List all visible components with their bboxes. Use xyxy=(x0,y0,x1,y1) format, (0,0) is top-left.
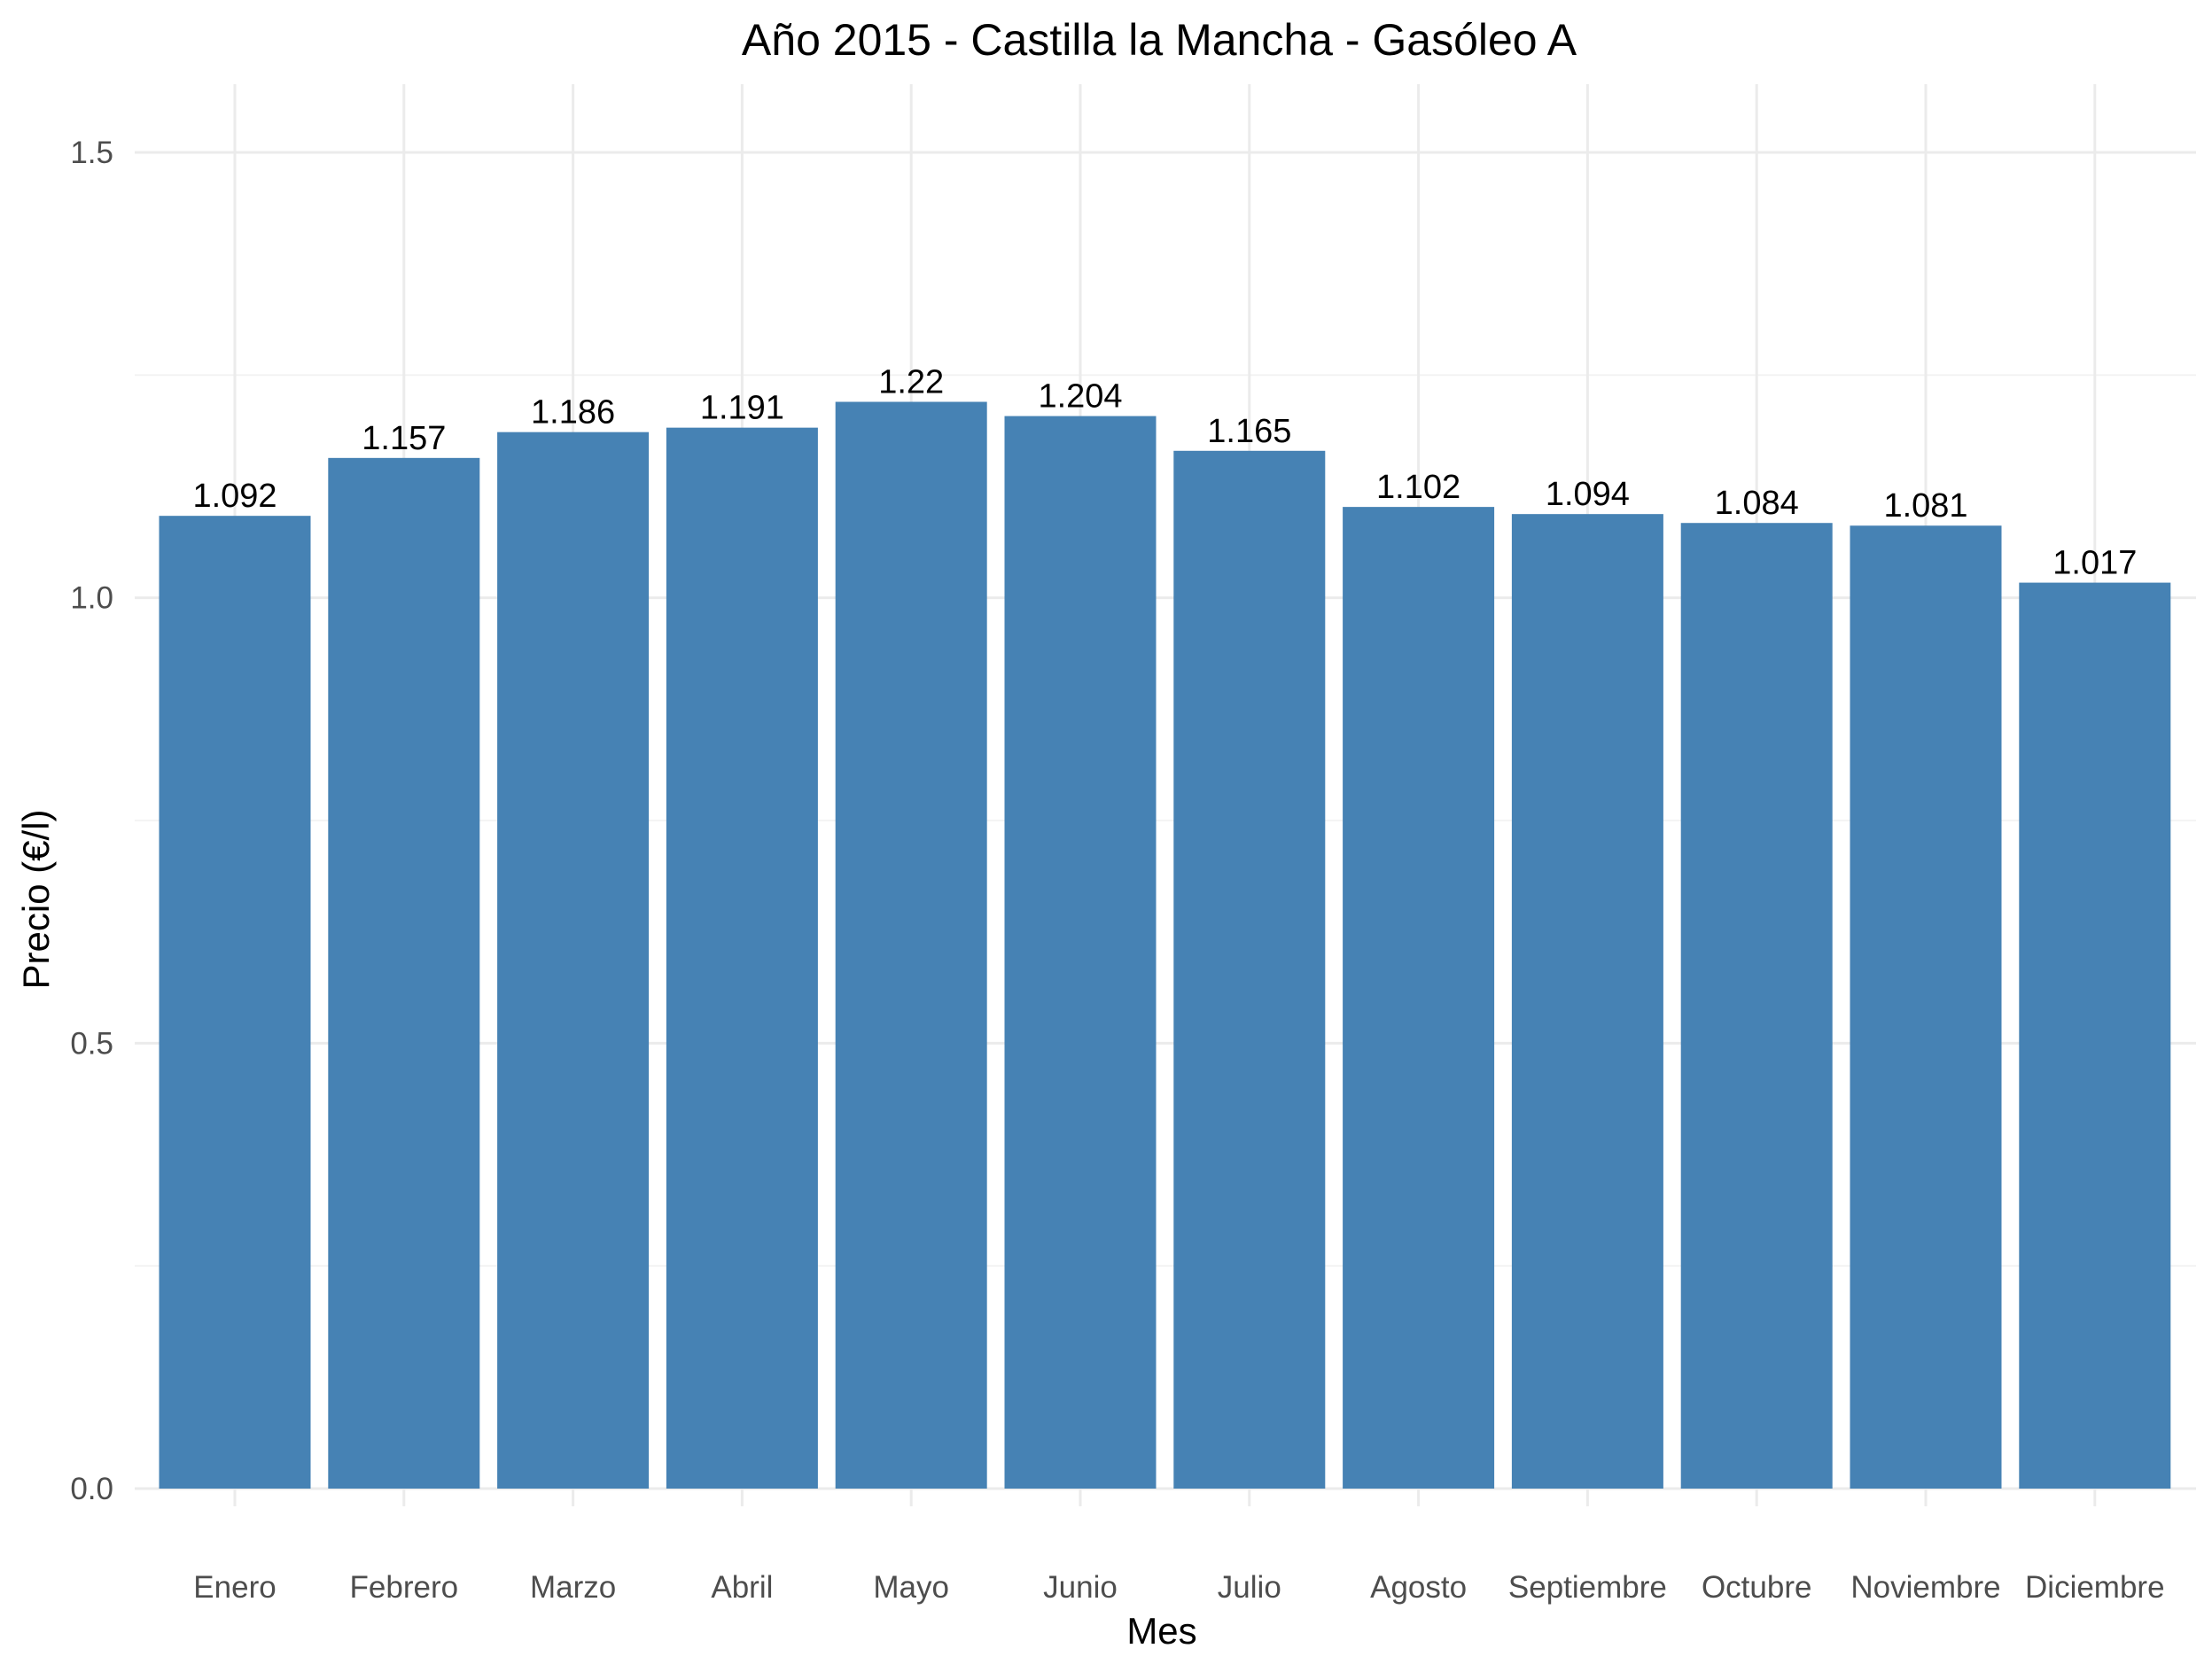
bars xyxy=(159,401,2171,1489)
y-axis-ticks: 0.0 0.5 1.0 1.5 xyxy=(70,136,113,1506)
y-tick-label: 0.5 xyxy=(70,1026,113,1061)
x-tick-label: Junio xyxy=(1043,1570,1118,1605)
x-tick-label: Octubre xyxy=(1702,1570,1812,1605)
x-tick-label: Noviembre xyxy=(1850,1570,2000,1605)
x-axis-title: Mes xyxy=(1126,1610,1196,1652)
y-tick-label: 1.0 xyxy=(70,581,113,616)
bar xyxy=(1343,507,1495,1489)
x-tick-label: Septiembre xyxy=(1508,1570,1667,1605)
y-tick-label: 0.0 xyxy=(70,1472,113,1506)
bar xyxy=(666,427,818,1489)
bar xyxy=(159,516,311,1489)
x-tick-label: Agosto xyxy=(1370,1570,1467,1605)
bar-value-label: 1.157 xyxy=(362,420,446,457)
y-axis-title: Precio (€/l) xyxy=(15,809,57,989)
x-tick-label: Julio xyxy=(1218,1570,1281,1605)
x-tick-label: Mayo xyxy=(873,1570,949,1605)
bar-value-label: 1.102 xyxy=(1376,469,1460,506)
bar xyxy=(1850,525,2002,1489)
bar xyxy=(1680,523,1833,1489)
bar xyxy=(497,432,650,1489)
bar xyxy=(2019,582,2171,1489)
bar xyxy=(835,401,987,1489)
bar-value-label: 1.092 xyxy=(192,478,276,515)
bar-value-label: 1.186 xyxy=(531,394,615,432)
bar xyxy=(328,457,480,1489)
y-tick-label: 1.5 xyxy=(70,136,113,170)
bar-value-label: 1.017 xyxy=(2052,545,2137,582)
bar-value-label: 1.084 xyxy=(1715,485,1799,522)
chart-title: Año 2015 - Castilla la Mancha - Gasóleo … xyxy=(742,15,1577,65)
bar-value-label: 1.081 xyxy=(1883,487,1967,525)
bar-value-label: 1.094 xyxy=(1546,476,1630,513)
bar xyxy=(1511,514,1663,1489)
bar xyxy=(1004,416,1157,1489)
x-tick-label: Febrero xyxy=(350,1570,459,1605)
value-labels: 1.092 1.157 1.186 1.191 1.22 1.204 1.165 1.102 1… xyxy=(192,363,2137,581)
x-tick-label: Marzo xyxy=(530,1570,616,1605)
x-tick-label: Diciembre xyxy=(2025,1570,2165,1605)
x-tick-label: Enero xyxy=(193,1570,276,1605)
bar-value-label: 1.204 xyxy=(1038,378,1122,416)
x-tick-label: Abril xyxy=(711,1570,773,1605)
bar-value-label: 1.165 xyxy=(1207,413,1291,450)
bar-value-label: 1.191 xyxy=(700,390,784,427)
x-axis-ticks: Enero Febrero Marzo Abril Mayo Junio Julio Agos… xyxy=(193,1570,2164,1605)
bar-value-label: 1.22 xyxy=(878,363,944,401)
bar xyxy=(1173,450,1326,1489)
